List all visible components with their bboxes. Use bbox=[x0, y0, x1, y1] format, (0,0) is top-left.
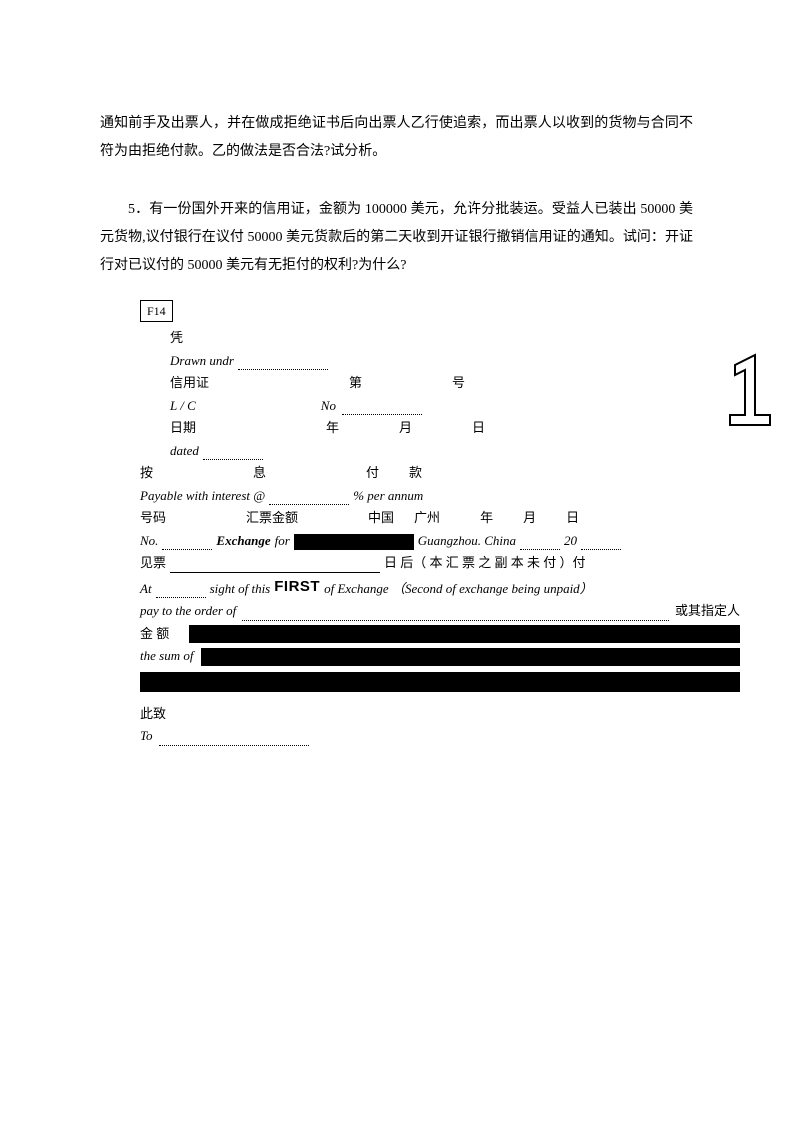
label-gzchina-en: Guangzhou. China bbox=[418, 531, 516, 551]
field-lc-no[interactable] bbox=[342, 401, 422, 415]
label-interest-b: 息 bbox=[253, 463, 266, 483]
label-sightof-en: sight of this bbox=[210, 579, 271, 599]
label-ofexchange-en: of Exchange （Second of exchange being un… bbox=[324, 579, 593, 599]
label-amount2-cn: 金 额 bbox=[140, 624, 169, 644]
label-day2-cn: 日 bbox=[566, 508, 579, 528]
label-year2-cn: 年 bbox=[480, 508, 493, 528]
label-20-en: 20 bbox=[564, 531, 577, 551]
field-amount-cn-redacted bbox=[189, 625, 740, 643]
field-sight-days[interactable] bbox=[170, 559, 380, 573]
field-sumof-redacted-2 bbox=[140, 672, 740, 692]
label-to-cn: 此致 bbox=[140, 704, 166, 724]
field-sumof-redacted-1 bbox=[201, 648, 740, 666]
field-exchange-amount-redacted bbox=[294, 534, 414, 550]
field-dated[interactable] bbox=[203, 446, 263, 460]
label-no-en: No bbox=[321, 396, 336, 416]
label-for-en: for bbox=[275, 531, 290, 551]
label-month2-cn: 月 bbox=[523, 508, 536, 528]
label-first: FIRST bbox=[274, 576, 320, 599]
form-code-box: F14 bbox=[140, 300, 173, 322]
field-year-suffix[interactable] bbox=[581, 536, 621, 550]
field-drawn-under[interactable] bbox=[238, 356, 328, 370]
label-year-cn: 年 bbox=[326, 418, 339, 438]
label-afterdays-cn: 日 后（ 本 汇 票 之 副 本 未 付 ）付 bbox=[384, 553, 586, 573]
label-lc-cn: 信用证 bbox=[170, 373, 209, 393]
field-at[interactable] bbox=[156, 584, 206, 598]
field-to[interactable] bbox=[159, 732, 309, 746]
label-sumof-en: the sum of bbox=[140, 646, 193, 666]
field-interest-rate[interactable] bbox=[269, 491, 349, 505]
label-day-cn: 日 bbox=[472, 418, 485, 438]
paragraph-2: 5．有一份国外开来的信用证，金额为 100000 美元，允许分批装运。受益人已装… bbox=[100, 196, 693, 280]
label-sight-cn: 见票 bbox=[140, 553, 166, 573]
label-dated-en: dated bbox=[170, 441, 199, 461]
label-to-en: To bbox=[140, 726, 153, 746]
label-ororder-cn: 或其指定人 bbox=[675, 601, 740, 621]
label-no2-en: No. bbox=[140, 531, 158, 551]
label-gz-cn: 广州 bbox=[414, 508, 440, 528]
label-date-cn: 日期 bbox=[170, 418, 196, 438]
paragraph-1: 通知前手及出票人，并在做成拒绝证书后向出票人乙行使追索，而出票人以收到的货物与合… bbox=[100, 110, 693, 166]
label-interest-a: 按 bbox=[140, 463, 153, 483]
label-paytoorder-en: pay to the order of bbox=[140, 601, 236, 621]
label-drawn-cn: 凭 bbox=[170, 328, 183, 348]
label-month-cn: 月 bbox=[399, 418, 412, 438]
label-china-cn: 中国 bbox=[368, 508, 394, 528]
field-bill-no[interactable] bbox=[162, 536, 212, 550]
label-amount-cn: 汇票金额 bbox=[246, 508, 298, 528]
label-drawn-en: Drawn undr bbox=[170, 351, 234, 371]
field-payee[interactable] bbox=[242, 607, 669, 621]
field-date-gap[interactable] bbox=[520, 536, 560, 550]
label-interest-d: 款 bbox=[409, 463, 422, 483]
label-payable-en: Payable with interest @ bbox=[140, 486, 265, 506]
label-number-cn: 号码 bbox=[140, 508, 166, 528]
bill-of-exchange-form: F14 凭 Drawn undr 信用证 第 号 L / C No 日期 年 月 bbox=[140, 300, 740, 746]
label-hao-cn: 号 bbox=[452, 373, 465, 393]
label-interest-c: 付 bbox=[366, 463, 379, 483]
label-lc-en: L / C bbox=[170, 396, 196, 416]
label-at-en: At bbox=[140, 579, 152, 599]
numeral-1-icon bbox=[720, 350, 780, 430]
label-exchange-en: Exchange bbox=[216, 531, 270, 551]
label-no-cn: 第 bbox=[349, 373, 362, 393]
label-perannum-en: % per annum bbox=[353, 486, 423, 506]
